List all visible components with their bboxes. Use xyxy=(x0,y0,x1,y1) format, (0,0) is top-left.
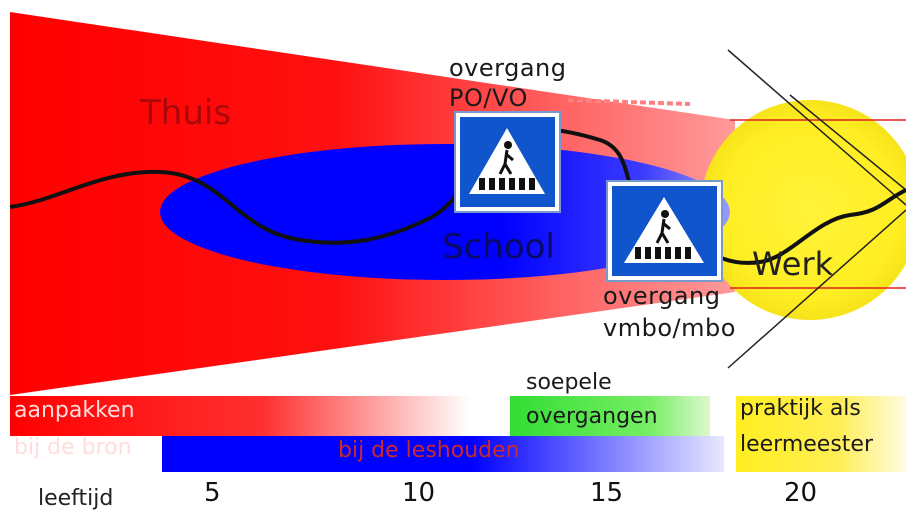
transition-po-vo-line2: PO/VO xyxy=(449,84,528,112)
bar-smooth-line1: soepele xyxy=(526,370,612,395)
axis-tick: 20 xyxy=(784,478,818,508)
school-label: School xyxy=(442,227,555,267)
transition-vmbo-mbo-line2: vmbo/mbo xyxy=(603,314,736,342)
bar-keep-in-school-label: bij de leshouden xyxy=(338,438,520,463)
bar-smooth-line2: overgangen xyxy=(526,404,658,429)
bar-practice xyxy=(736,396,906,472)
bar-practice-line1: praktijk als xyxy=(740,396,861,421)
axis-tick: 15 xyxy=(590,478,624,508)
bar-smooth-transitions xyxy=(510,396,710,436)
axis-tick: 5 xyxy=(204,478,221,508)
work-circle xyxy=(700,100,906,320)
diagonal-line-3 xyxy=(727,209,906,369)
axis-tick: 10 xyxy=(402,478,436,508)
bar-practice-line2: leermeester xyxy=(740,432,874,457)
bar-source-line2: bij de bron xyxy=(14,435,132,460)
bar-keep-in-school xyxy=(162,436,724,472)
transition-vmbo-mbo-line1: overgang xyxy=(603,282,721,310)
faint-path xyxy=(567,98,691,106)
work-label: Werk xyxy=(752,245,834,283)
pedestrian-crossing-sign-icon xyxy=(606,180,723,282)
diagonal-line-1 xyxy=(727,49,906,206)
bar-source-line1: aanpakken xyxy=(14,398,135,423)
diagonal-line-2 xyxy=(789,94,906,191)
bar-source xyxy=(10,396,470,436)
home-label: Thuis xyxy=(140,93,232,133)
transition-po-vo-line1: overgang xyxy=(449,54,567,82)
pedestrian-crossing-sign-icon xyxy=(454,111,561,213)
school-ellipse xyxy=(160,144,730,280)
axis-label: leeftijd xyxy=(38,486,114,511)
